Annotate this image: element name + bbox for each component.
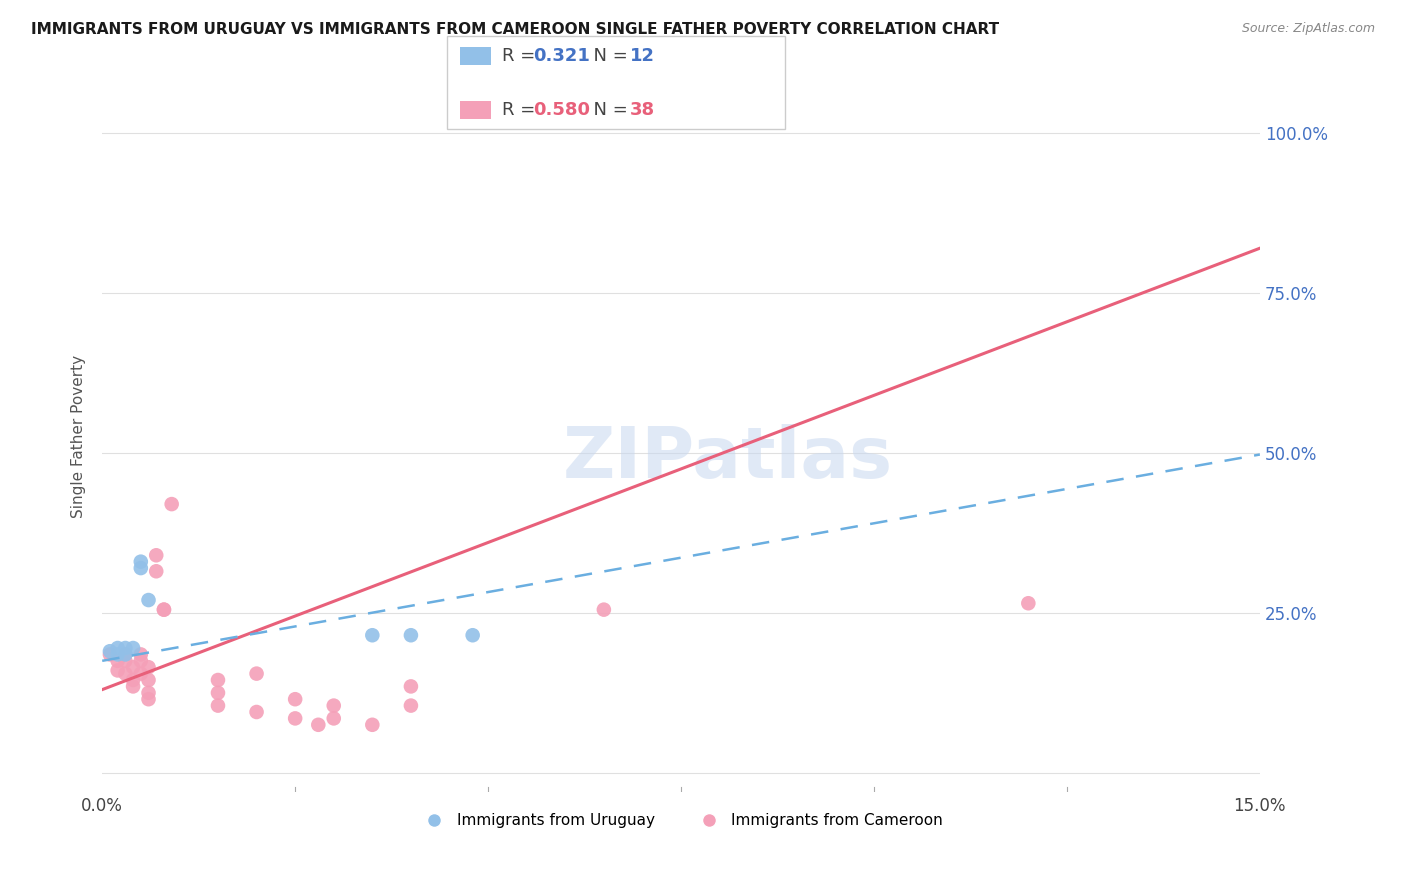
Text: R =: R = [502,101,541,119]
Text: R =: R = [502,47,541,65]
Point [245,666,267,681]
Point [114,648,136,662]
Point [1017,596,1039,610]
Y-axis label: Single Father Poverty: Single Father Poverty [72,355,86,518]
Point [138,686,160,700]
Point [129,648,152,662]
Point [399,698,422,713]
Text: 38: 38 [630,101,655,119]
Point [114,648,136,662]
Text: 12: 12 [630,47,655,65]
Point [361,718,384,732]
Point [122,640,145,655]
Point [207,686,229,700]
Point [122,660,145,674]
Point [129,666,152,681]
Point [307,718,329,732]
Point [107,664,129,678]
Point [153,602,176,616]
Point [138,593,160,607]
Point [284,711,307,725]
Legend: Immigrants from Uruguay, Immigrants from Cameroon: Immigrants from Uruguay, Immigrants from… [413,806,949,834]
Point [592,602,614,616]
Point [207,673,229,687]
Point [122,680,145,694]
Point [461,628,484,642]
Point [107,640,129,655]
Point [322,698,344,713]
Point [129,561,152,575]
Point [747,113,769,128]
Text: N =: N = [582,47,634,65]
Point [122,673,145,687]
Point [145,564,167,578]
Text: 0.580: 0.580 [533,101,591,119]
Point [129,555,152,569]
Point [107,648,129,662]
Point [245,705,267,719]
Point [138,660,160,674]
Point [98,648,121,662]
Text: Source: ZipAtlas.com: Source: ZipAtlas.com [1241,22,1375,36]
Point [129,654,152,668]
Point [114,640,136,655]
Point [98,644,121,658]
Point [207,698,229,713]
Point [399,680,422,694]
Text: 0.321: 0.321 [533,47,589,65]
Point [114,666,136,681]
Point [322,711,344,725]
Point [145,549,167,563]
Point [138,692,160,706]
Point [138,673,160,687]
Point [114,654,136,668]
Point [107,654,129,668]
Point [361,628,384,642]
Text: ZIPatlas: ZIPatlas [562,424,893,492]
Text: N =: N = [582,101,634,119]
Point [160,497,183,511]
Point [284,692,307,706]
Text: IMMIGRANTS FROM URUGUAY VS IMMIGRANTS FROM CAMEROON SINGLE FATHER POVERTY CORREL: IMMIGRANTS FROM URUGUAY VS IMMIGRANTS FR… [31,22,1000,37]
Point [153,602,176,616]
Point [399,628,422,642]
